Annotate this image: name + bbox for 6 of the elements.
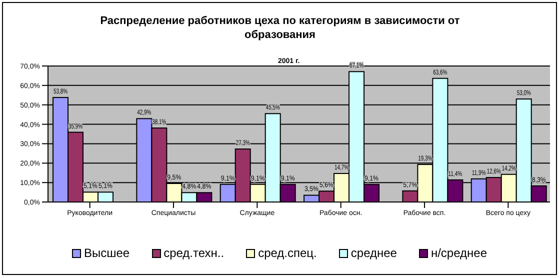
chart-title: Распределение работников цеха по категориям в зависимости от образования: [99, 14, 461, 42]
legend-label: н/среднее: [430, 246, 487, 260]
legend-label: сред.спец.: [258, 246, 317, 260]
legend-label: Высшее: [84, 246, 130, 260]
legend-label: сред.техн..: [164, 246, 224, 260]
legend-label: среднее: [350, 246, 397, 260]
